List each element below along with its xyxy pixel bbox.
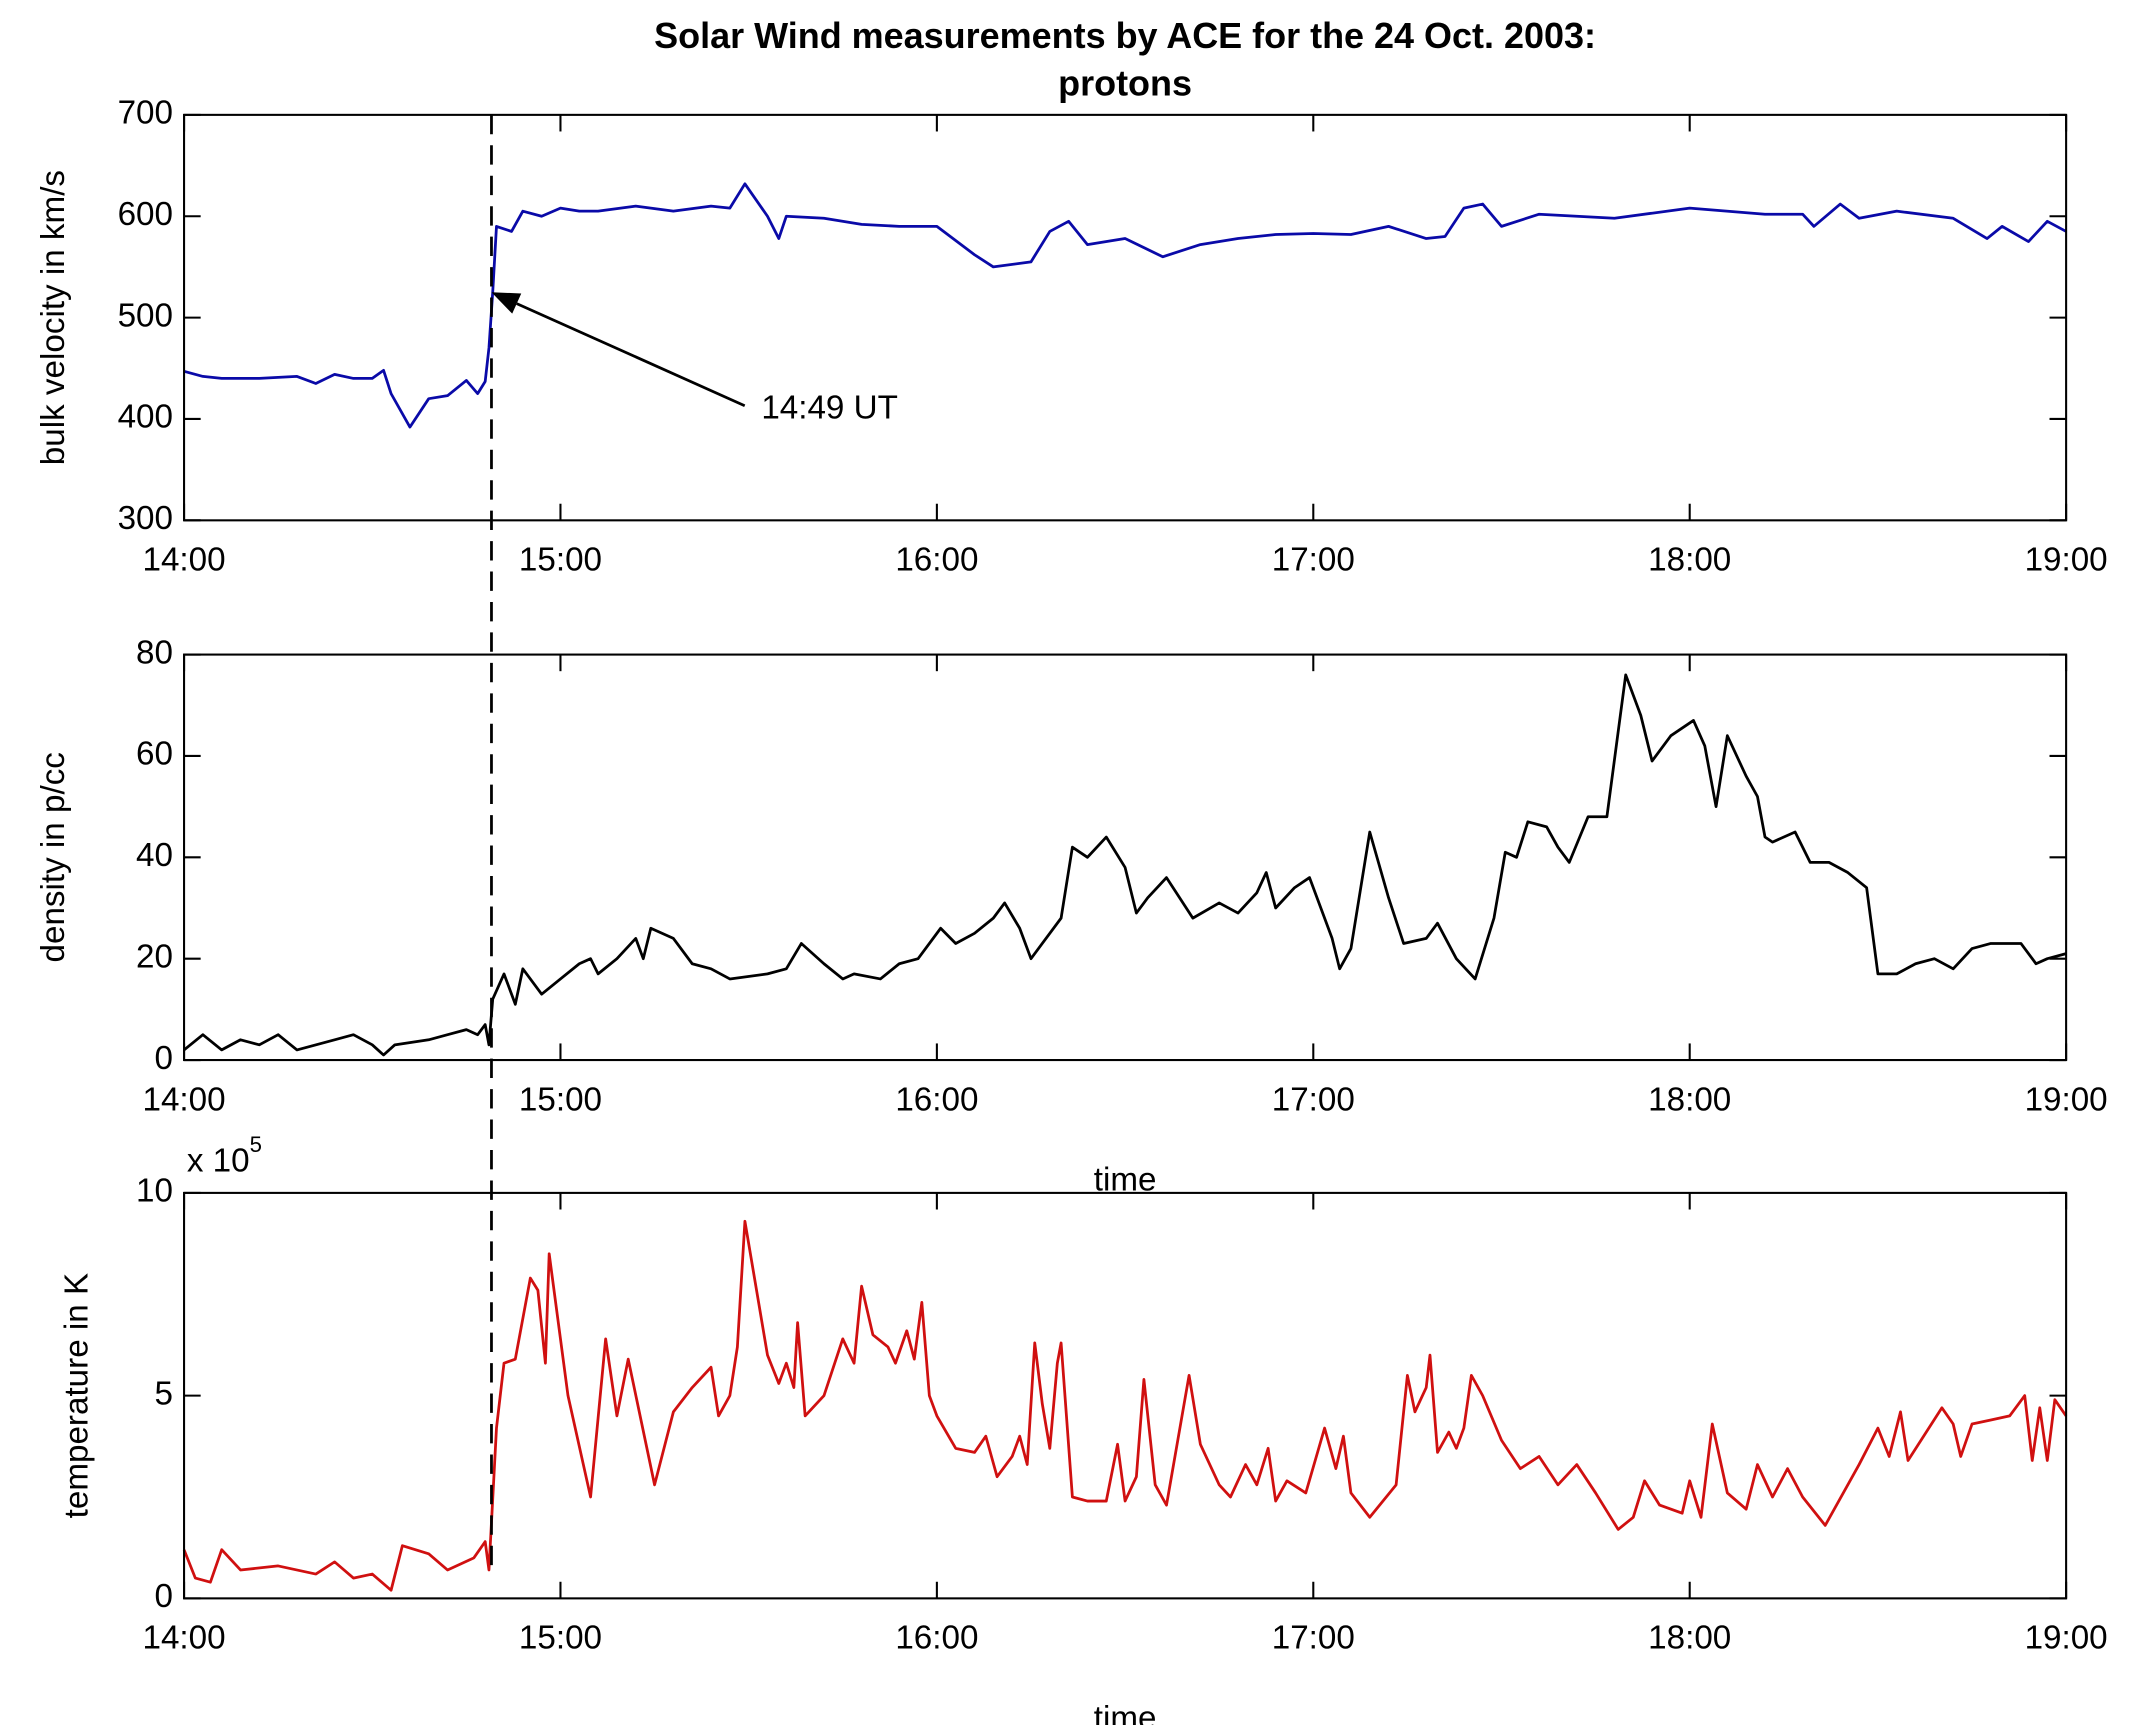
y-tick-label: 600 xyxy=(118,196,173,233)
x-tick-label: 14:00 xyxy=(143,542,226,579)
plot-frame xyxy=(183,1191,2068,1600)
data-line xyxy=(183,673,2067,1057)
data-line xyxy=(183,182,2067,429)
y-tick-label: 500 xyxy=(118,297,173,334)
y-axis-label: density in p/cc xyxy=(35,752,72,962)
x-tick-label: 19:00 xyxy=(2025,542,2108,579)
x-tick-label: 15:00 xyxy=(519,542,602,579)
annotation-arrowhead xyxy=(491,292,522,314)
multiplier-exponent: 5 xyxy=(250,1132,262,1157)
x-tick-label: 15:00 xyxy=(519,1081,602,1118)
plot-frame xyxy=(183,113,2068,522)
y-tick-label: 300 xyxy=(118,500,173,537)
plot-area xyxy=(184,1192,2067,1599)
y-tick-label: 0 xyxy=(155,1578,173,1615)
y-tick-label: 400 xyxy=(118,399,173,436)
x-tick-label: 16:00 xyxy=(895,1081,978,1118)
x-tick-label: 19:00 xyxy=(2025,1081,2108,1118)
x-tick-label: 19:00 xyxy=(2025,1620,2108,1657)
x-tick-label: 18:00 xyxy=(1648,1620,1731,1657)
axis-multiplier: x 105 xyxy=(187,1132,262,1180)
plot-area xyxy=(184,114,2067,521)
x-tick-label: 17:00 xyxy=(1272,1620,1355,1657)
multiplier-base: x 10 xyxy=(187,1142,250,1179)
x-tick-label: 14:00 xyxy=(143,1620,226,1657)
y-tick-label: 700 xyxy=(118,95,173,132)
y-tick-label: 5 xyxy=(155,1375,173,1412)
y-axis-label: bulk velocity in km/s xyxy=(35,170,72,465)
y-axis-label: temperature in K xyxy=(59,1273,96,1518)
y-tick-label: 0 xyxy=(155,1040,173,1077)
y-tick-label: 10 xyxy=(136,1173,173,1210)
plot-area xyxy=(184,654,2067,1061)
x-tick-label: 16:00 xyxy=(895,1620,978,1657)
x-tick-label: 17:00 xyxy=(1272,542,1355,579)
chart-title: Solar Wind measurements by ACE for the 2… xyxy=(654,15,1596,56)
y-tick-label: 80 xyxy=(136,634,173,671)
x-tick-label: 14:00 xyxy=(143,1081,226,1118)
x-tick-label: 16:00 xyxy=(895,542,978,579)
x-tick-label: 18:00 xyxy=(1648,1081,1731,1118)
y-tick-label: 60 xyxy=(136,736,173,773)
annotation-arrow xyxy=(516,302,746,407)
chart-title: protons xyxy=(1058,62,1192,103)
x-tick-label: 15:00 xyxy=(519,1620,602,1657)
data-line xyxy=(182,1219,2068,1592)
y-tick-label: 20 xyxy=(136,938,173,975)
x-axis-label: time xyxy=(1094,1700,1157,1725)
y-tick-label: 40 xyxy=(136,837,173,874)
plot-frame xyxy=(183,653,2068,1062)
annotation-label: 14:49 UT xyxy=(761,390,898,427)
x-tick-label: 18:00 xyxy=(1648,542,1731,579)
x-tick-label: 17:00 xyxy=(1272,1081,1355,1118)
